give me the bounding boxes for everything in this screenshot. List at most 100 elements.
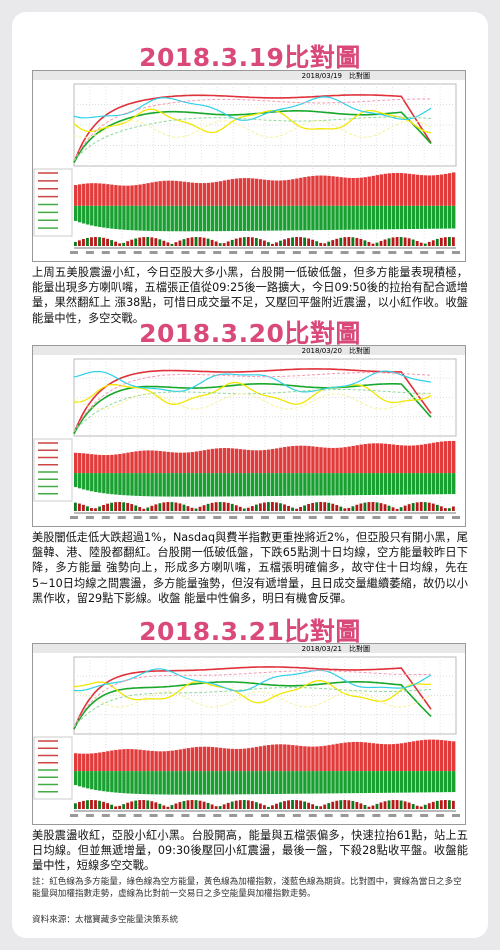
- bar: [190, 205, 195, 232]
- x-tick-label-stub: [197, 814, 206, 817]
- bar: [246, 473, 251, 497]
- curve: [73, 108, 432, 134]
- bar: [363, 443, 367, 474]
- bar: [411, 239, 415, 246]
- bar: [295, 508, 298, 511]
- bar: [267, 806, 270, 809]
- bar: [287, 744, 291, 772]
- bar: [343, 800, 347, 809]
- curve: [73, 372, 432, 433]
- bar: [399, 205, 404, 230]
- bar: [427, 771, 432, 793]
- bar: [339, 205, 343, 230]
- bar: [267, 745, 271, 772]
- bar: [367, 742, 371, 772]
- curve: [73, 370, 432, 393]
- bar: [267, 771, 271, 795]
- bar: [439, 473, 444, 495]
- bar: [283, 205, 287, 231]
- x-tick-label-stub: [245, 251, 254, 254]
- bar: [411, 503, 415, 511]
- bar: [126, 205, 130, 230]
- bar: [359, 238, 363, 246]
- bar: [283, 180, 287, 206]
- bar: [387, 744, 392, 772]
- bar: [379, 802, 383, 809]
- bar: [443, 205, 448, 229]
- bar: [387, 205, 392, 230]
- bar: [315, 771, 319, 794]
- bar: [291, 179, 295, 206]
- curve: [73, 98, 431, 161]
- bar: [283, 473, 287, 496]
- bar: [403, 237, 407, 246]
- bar: [283, 744, 287, 772]
- x-tick-label-stub: [420, 251, 429, 254]
- bar: [126, 473, 130, 496]
- bar: [166, 205, 170, 232]
- x-tick-label-stub: [101, 516, 110, 519]
- bar: [118, 749, 122, 772]
- bar: [415, 740, 420, 772]
- bar: [86, 183, 90, 206]
- bar: [307, 446, 311, 474]
- bar: [154, 450, 158, 474]
- bar: [98, 454, 102, 474]
- bar: [319, 771, 323, 794]
- bar: [194, 473, 199, 497]
- bar: [198, 506, 202, 511]
- bar: [106, 205, 110, 229]
- bar: [443, 771, 448, 793]
- bar: [299, 771, 303, 794]
- bar: [391, 744, 396, 772]
- bar: [86, 771, 90, 789]
- bar: [343, 205, 347, 230]
- bar: [371, 205, 375, 230]
- bar: [202, 771, 207, 795]
- bar: [395, 172, 400, 206]
- bar: [411, 205, 416, 229]
- bar: [218, 806, 222, 809]
- bar: [383, 771, 388, 793]
- x-tick-label-stub: [388, 516, 397, 519]
- bar: [339, 771, 343, 794]
- bar: [178, 749, 182, 772]
- bar: [267, 449, 271, 474]
- bar: [291, 771, 295, 794]
- bar: [230, 801, 234, 809]
- bar: [343, 473, 347, 496]
- bar: [234, 205, 239, 231]
- bar: [174, 502, 178, 511]
- bar: [158, 181, 162, 206]
- bar: [383, 173, 388, 206]
- bar: [411, 473, 416, 495]
- bar: [182, 801, 186, 809]
- bar: [279, 205, 283, 231]
- bar: [114, 806, 118, 809]
- bar: [262, 502, 266, 511]
- bar: [371, 771, 375, 793]
- bar: [134, 451, 138, 474]
- bar: [234, 473, 239, 497]
- bar: [110, 750, 114, 772]
- bar: [379, 771, 384, 793]
- bar: [451, 205, 456, 229]
- bar: [198, 771, 203, 795]
- x-tick-label-stub: [308, 814, 317, 817]
- bar: [254, 450, 259, 474]
- bar: [98, 473, 102, 493]
- bar: [423, 473, 428, 495]
- bar: [283, 504, 286, 511]
- bar: [118, 243, 122, 246]
- bar: [391, 444, 396, 474]
- bar: [186, 205, 191, 232]
- bar: [142, 771, 146, 795]
- bar: [214, 473, 219, 497]
- bar: [130, 451, 134, 474]
- bar: [90, 183, 94, 206]
- bar: [331, 801, 335, 809]
- bar: [415, 805, 419, 809]
- bar: [335, 205, 339, 230]
- x-tick-label-stub: [340, 814, 349, 817]
- bar: [110, 473, 114, 495]
